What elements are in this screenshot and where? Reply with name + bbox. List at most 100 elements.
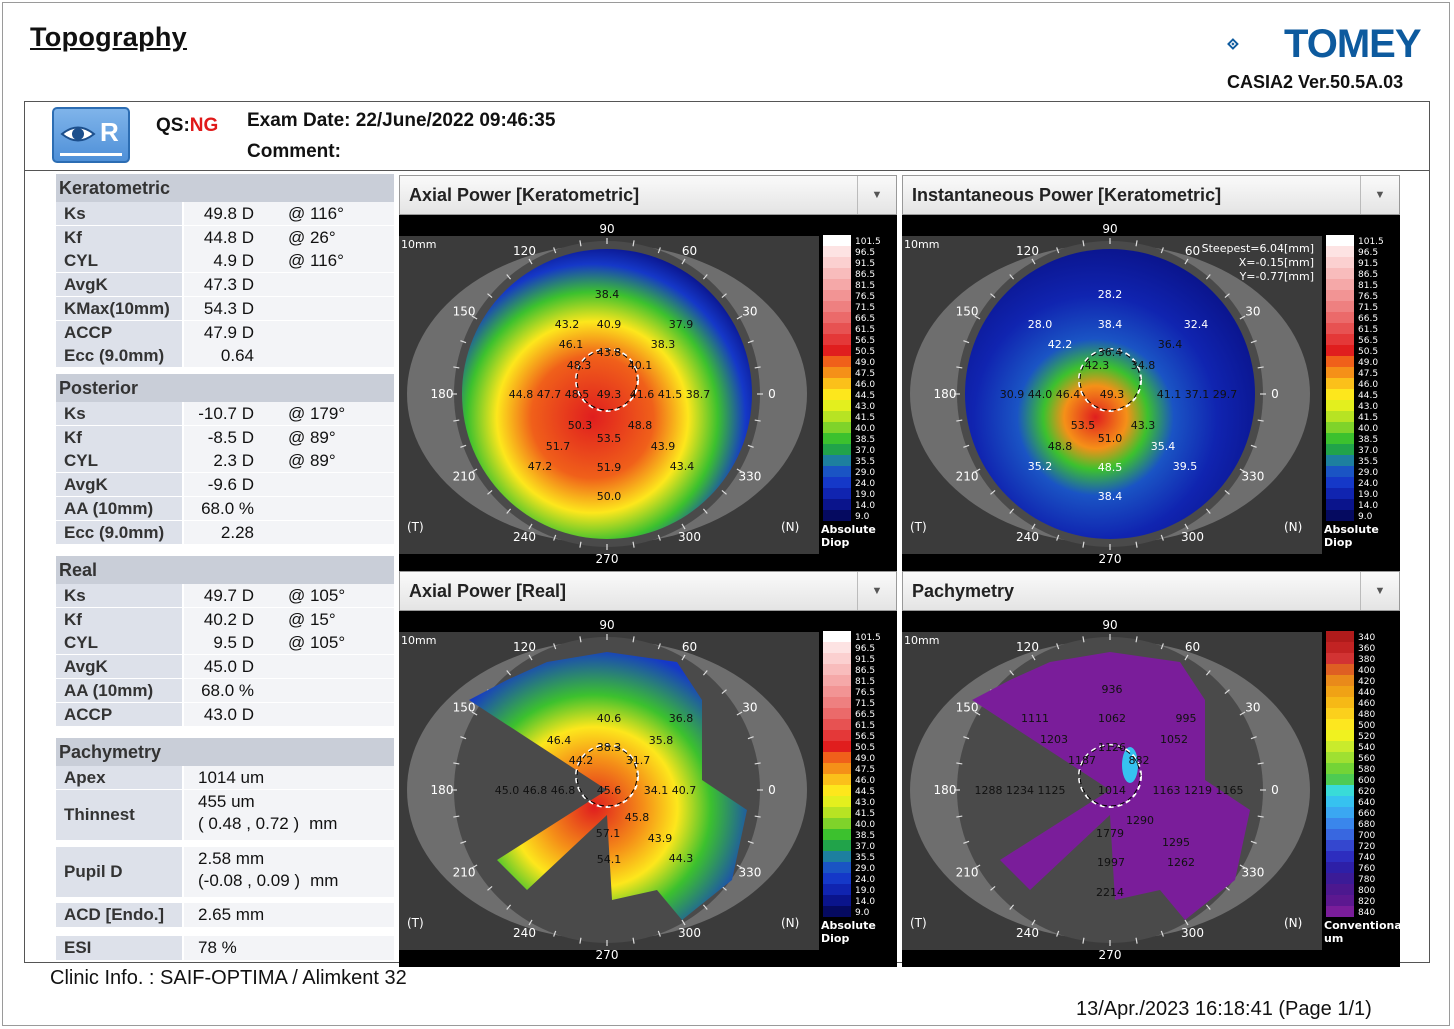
scale-value: 46.0 <box>855 776 875 786</box>
degree-label: 120 <box>1016 640 1039 654</box>
angle-tick <box>487 489 493 495</box>
scale-unit-label: Absolute <box>821 523 876 536</box>
scale-value: 360 <box>1358 644 1375 654</box>
index-value-cell: 44.8 D @ 26° <box>184 225 394 249</box>
scale-value: 86.5 <box>855 666 875 676</box>
index-value: 40.2 D <box>203 609 254 629</box>
power-map-disc <box>965 249 1255 539</box>
scale-value: 47.5 <box>855 765 875 775</box>
pachy-value-cell: 1014 um <box>184 766 394 789</box>
degree-label: 330 <box>738 866 761 880</box>
topography-map[interactable]: 40.6 36.8 46.4 38.3 35.8 44.2 31.7 45.0 46.8 46… <box>399 611 897 967</box>
scale-value: 9.0 <box>1358 512 1373 522</box>
scale-value: 47.5 <box>1358 369 1378 379</box>
qs-value: NG <box>189 115 219 136</box>
scale-swatch <box>1326 411 1354 422</box>
angle-tick <box>1009 274 1015 280</box>
map-value-label: 28.0 <box>1028 318 1053 331</box>
pachy-value: 78 % <box>198 936 237 959</box>
degree-label: 300 <box>1181 530 1204 544</box>
degree-label: 0 <box>768 783 776 797</box>
software-version: CASIA2 Ver.50.5A.03 <box>1227 72 1404 92</box>
angle-tick <box>553 930 557 937</box>
degree-label: 60 <box>1185 244 1200 258</box>
angle-tick <box>579 541 582 548</box>
scale-swatch <box>823 422 851 433</box>
scale-value: 380 <box>1358 655 1375 665</box>
scale-swatch <box>1326 389 1354 400</box>
index-axis: @ 105° <box>288 586 346 605</box>
clinic-info: Clinic Info. : SAIF-OPTIMA / Alimkent 32 <box>50 967 407 989</box>
scale-swatch <box>1326 763 1354 774</box>
scale-swatch <box>823 884 851 895</box>
map-type-dropdown-chevron-down-icon[interactable]: ▼ <box>857 572 896 610</box>
scale-swatch <box>823 510 851 521</box>
right-eye-badge[interactable]: R <box>52 107 130 163</box>
scale-swatch <box>823 840 851 851</box>
map-value-label: 51.0 <box>1098 432 1123 445</box>
map-type-dropdown-chevron-down-icon[interactable]: ▼ <box>1360 176 1399 214</box>
section-title-posterior: Posterior <box>56 374 394 402</box>
angle-tick <box>1257 815 1264 818</box>
angle-tick <box>460 340 467 344</box>
pachy-row: ACD [Endo.] 2.65 mm <box>56 903 394 928</box>
index-row: CYL 4.9 D @ 116° <box>56 249 394 274</box>
scale-value: 840 <box>1358 908 1375 918</box>
scale-swatch <box>1326 774 1354 785</box>
scale-swatch <box>1326 675 1354 686</box>
scale-value: 41.5 <box>1358 413 1378 423</box>
scale-value: 44.5 <box>855 391 875 401</box>
scale-value: 91.5 <box>855 655 875 665</box>
degree-label: 270 <box>596 948 619 962</box>
map-value-label: 49.3 <box>597 388 622 401</box>
scale-value: 19.0 <box>1358 490 1378 500</box>
scale-value: 66.5 <box>855 314 875 324</box>
map-type-dropdown-chevron-down-icon[interactable]: ▼ <box>857 176 896 214</box>
angle-tick <box>974 315 981 320</box>
index-value-cell: 49.7 D @ 105° <box>184 584 394 607</box>
angle-tick <box>702 508 708 514</box>
index-row: Ks 49.7 D @ 105° <box>56 584 394 608</box>
index-value: 43.0 D <box>203 704 254 724</box>
angle-tick <box>1250 340 1257 344</box>
angle-tick <box>1160 643 1164 650</box>
map-value-label: 28.2 <box>1098 288 1123 301</box>
eye-icon <box>60 126 96 142</box>
angle-tick <box>754 419 761 422</box>
topography-map[interactable]: 38.4 43.2 40.9 37.9 46.1 38.3 48.3 43.8 40.1 44.8… <box>399 215 897 571</box>
scale-swatch <box>823 235 851 246</box>
scale-swatch <box>823 378 851 389</box>
scale-value: 460 <box>1358 699 1375 709</box>
scale-value: 29.0 <box>855 864 875 874</box>
scale-value: 29.0 <box>855 468 875 478</box>
scale-value: 101.5 <box>855 237 881 247</box>
scale-value: 14.0 <box>1358 501 1378 511</box>
map-type-dropdown-chevron-down-icon[interactable]: ▼ <box>1360 572 1399 610</box>
angle-tick <box>1205 508 1211 514</box>
scale-value: 38.5 <box>1358 435 1378 445</box>
topography-map[interactable]: 936 1111 1062 995 1203 1126 1052 1187 882 1288 12… <box>902 611 1406 967</box>
pupil-outline-inner <box>576 745 638 807</box>
map-value-label: 45.0 46.8 46.8 <box>495 784 575 797</box>
scale-swatch <box>1326 653 1354 664</box>
scale-swatch <box>823 785 851 796</box>
degree-label: 240 <box>1016 926 1039 940</box>
scale-value: 40.0 <box>855 820 875 830</box>
index-label: AA (10mm) <box>56 496 182 520</box>
scale-value: 35.5 <box>1358 457 1378 467</box>
scale-swatch <box>1326 862 1354 873</box>
pachy-row: Apex 1014 um <box>56 766 394 790</box>
scale-value: 43.0 <box>1358 402 1378 412</box>
angle-tick <box>990 489 996 495</box>
scale-swatch <box>1326 895 1354 906</box>
scale-swatch <box>823 290 851 301</box>
map-value-label: 1295 <box>1162 836 1190 849</box>
angle-tick <box>1184 258 1189 265</box>
pachy-row: ESI 78 % <box>56 936 394 961</box>
scale-value: 43.0 <box>855 402 875 412</box>
scale-value: 76.5 <box>1358 292 1378 302</box>
degree-label: 30 <box>1245 701 1260 715</box>
angle-tick <box>1135 240 1138 247</box>
scale-swatch <box>1326 730 1354 741</box>
topography-map[interactable]: 28.2 28.0 38.4 32.4 42.2 36.4 36.4 42.3 34.8 30.9… <box>902 215 1400 571</box>
